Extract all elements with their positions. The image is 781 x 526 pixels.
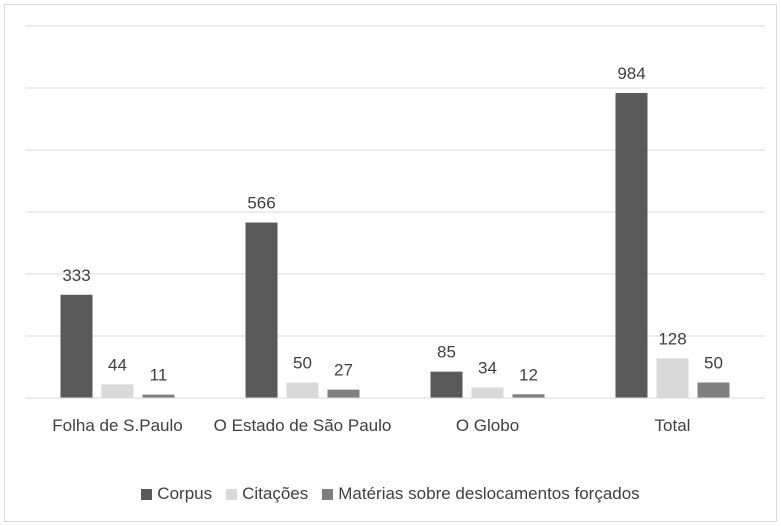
data-label: 85 — [437, 343, 456, 362]
legend-label: Matérias sobre deslocamentos forçados — [338, 484, 640, 503]
data-label: 44 — [108, 355, 127, 374]
legend: Corpus Citações Matérias sobre deslocament… — [0, 484, 781, 504]
bar — [60, 294, 93, 398]
legend-item: Matérias sobre deslocamentos forçados — [322, 484, 640, 504]
bar — [142, 394, 175, 398]
data-label: 50 — [293, 354, 312, 373]
legend-swatch — [141, 488, 153, 500]
bar — [327, 389, 360, 398]
legend-label: Corpus — [157, 484, 213, 503]
data-label: 333 — [62, 266, 90, 285]
bar — [656, 358, 689, 398]
data-label: 11 — [150, 366, 168, 385]
data-label: 27 — [334, 361, 353, 380]
bar — [697, 382, 730, 398]
legend-swatch — [226, 488, 238, 500]
bar — [471, 387, 504, 398]
x-tick-label: Folha de S.Paulo — [52, 416, 183, 435]
x-tick-label: Total — [654, 416, 691, 435]
legend-item: Citações — [226, 484, 308, 504]
x-tick-label: O Estado de São Paulo — [213, 416, 392, 435]
legend-swatch — [322, 488, 334, 500]
chart-border — [4, 4, 777, 522]
x-tick-label: O Globo — [455, 416, 520, 435]
bar — [245, 222, 278, 398]
bar — [512, 394, 545, 398]
legend-item: Corpus — [141, 484, 212, 504]
data-label: 50 — [704, 354, 723, 373]
bar — [615, 92, 648, 399]
bar — [430, 371, 463, 398]
data-label: 12 — [519, 365, 538, 384]
data-label: 34 — [478, 358, 497, 377]
bar — [101, 384, 134, 398]
legend-label: Citações — [242, 484, 309, 503]
data-label: 128 — [658, 329, 686, 348]
data-label: 984 — [617, 64, 645, 83]
bar — [286, 382, 319, 398]
data-label: 566 — [247, 194, 275, 213]
